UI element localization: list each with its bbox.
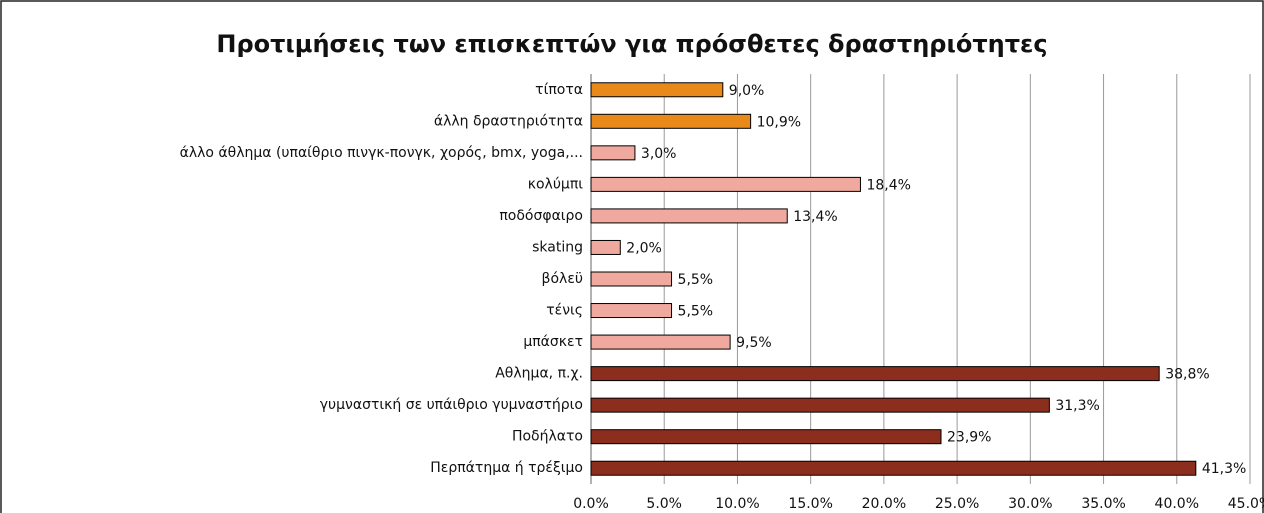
bar xyxy=(590,239,621,255)
y-tick-label: βόλεϋ xyxy=(542,271,583,287)
value-label: 5,5% xyxy=(678,304,714,320)
value-label: 5,5% xyxy=(678,272,714,288)
value-label: 10,9% xyxy=(757,114,801,130)
bar xyxy=(590,176,861,192)
bar xyxy=(590,366,1160,382)
y-tick-label: τίποτα xyxy=(535,82,583,98)
value-label: 18,4% xyxy=(866,177,910,193)
bar xyxy=(590,113,752,129)
value-label: 13,4% xyxy=(793,209,837,225)
bar xyxy=(590,303,673,319)
y-tick-label: skating xyxy=(532,239,583,255)
y-tick-label: τένις xyxy=(546,303,583,319)
x-tick-label: 0.0% xyxy=(573,496,609,512)
bar xyxy=(590,145,636,161)
bar xyxy=(590,397,1050,413)
x-tick-label: 45.0% xyxy=(1228,496,1264,512)
x-tick-label: 25.0% xyxy=(935,496,979,512)
bar xyxy=(590,334,731,350)
y-tick-label: μπάσκετ xyxy=(523,334,583,350)
value-label: 9,0% xyxy=(729,83,765,99)
y-tick-label: Αθλημα, π.χ. xyxy=(495,366,583,382)
value-label: 2,0% xyxy=(626,240,662,256)
value-label: 9,5% xyxy=(736,335,772,351)
value-label: 41,3% xyxy=(1202,461,1246,477)
bar xyxy=(590,271,673,287)
y-tick-label: ποδόσφαιρο xyxy=(499,208,583,224)
x-tick-label: 40.0% xyxy=(1155,496,1199,512)
x-tick-label: 20.0% xyxy=(862,496,906,512)
value-label: 3,0% xyxy=(641,146,677,162)
y-tick-label: Ποδήλατο xyxy=(512,429,583,445)
value-label: 23,9% xyxy=(947,430,991,446)
y-tick-label: κολύμπι xyxy=(528,176,584,192)
bar xyxy=(590,429,942,445)
y-tick-label: γυμναστική σε υπάιθριο γυμναστήριο xyxy=(320,397,583,413)
value-label: 38,8% xyxy=(1165,367,1209,383)
y-tick-label: άλλο άθλημα (υπαίθριο πινγκ-πονγκ, χορός… xyxy=(180,145,583,161)
value-label: 31,3% xyxy=(1055,398,1099,414)
bar xyxy=(590,208,788,224)
x-tick-label: 5.0% xyxy=(646,496,682,512)
bar xyxy=(590,82,724,98)
x-tick-label: 10.0% xyxy=(715,496,759,512)
x-tick-label: 30.0% xyxy=(1008,496,1052,512)
x-tick-label: 35.0% xyxy=(1081,496,1125,512)
x-tick-label: 15.0% xyxy=(788,496,832,512)
y-tick-label: Περπάτημα ή τρέξιμο xyxy=(430,460,583,476)
y-tick-label: άλλη δραστηριότητα xyxy=(434,113,583,129)
bar xyxy=(590,460,1197,476)
chart-title: Προτιμήσεις των επισκεπτών για πρόσθετες… xyxy=(216,30,1047,58)
